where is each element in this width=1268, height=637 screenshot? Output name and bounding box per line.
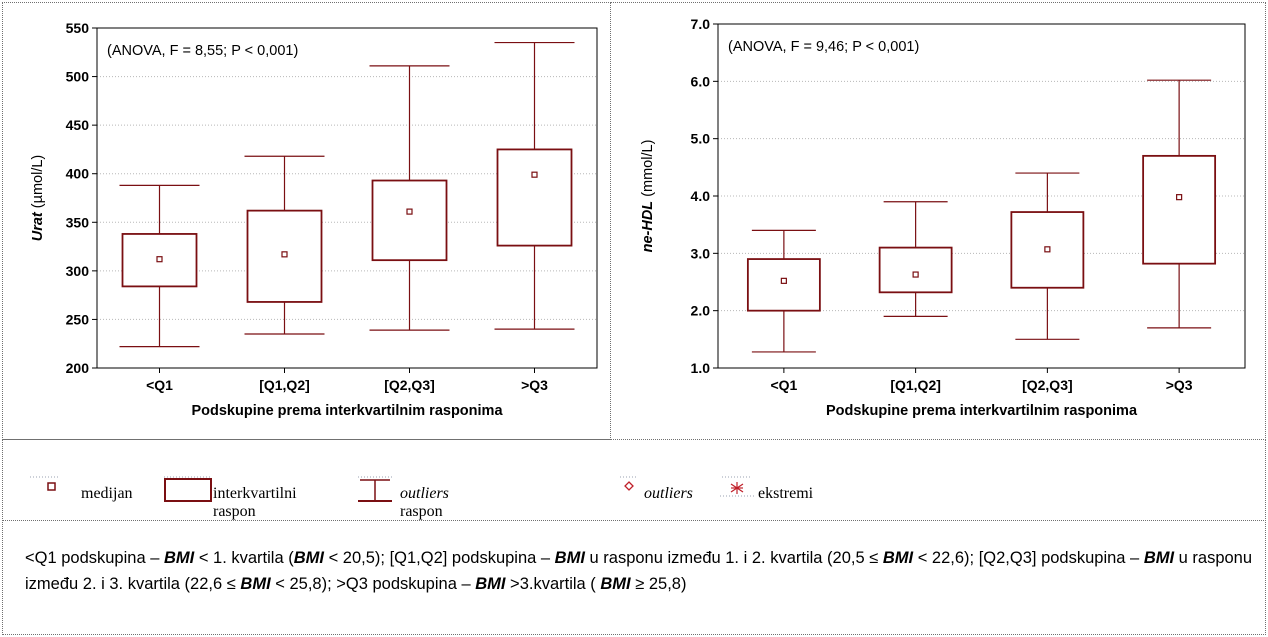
nehdl-median-marker [780,277,787,284]
urat-ytick-label: 350 [66,214,90,230]
urat-median-marker [156,256,163,263]
note-bmi: BMI [293,549,324,567]
nehdl-x-axis-label: Podskupine prema interkvartilnim rasponi… [826,403,1138,419]
legend-median-label: medijan [81,485,133,502]
nehdl-ytick-label: 3.0 [691,245,711,261]
legend-extremes-label: ekstremi [758,485,814,502]
nehdl-xtick-label: >Q3 [1166,377,1193,393]
urat-xtick-label: >Q3 [521,377,548,393]
nehdl-median-marker [1176,194,1183,201]
note-bmi: BMI [882,549,914,567]
urat-median-marker [281,251,288,258]
nehdl-iqr-box [1142,154,1217,265]
urat-ytick-label: 200 [66,360,90,376]
iqr-box-icon [164,478,212,502]
urat-xtick-label: [Q2,Q3] [384,377,435,393]
urat-x-axis-label: Podskupine prema interkvartilnim rasponi… [191,403,503,419]
note-bmi: BMI [600,575,631,593]
nehdl-xtick-label: [Q2,Q3] [1022,377,1073,393]
urat-ytick-label: 500 [66,69,90,85]
note-text: u rasponu između 2. i 3. kvartila (22,6 … [25,549,1253,593]
urat-y-axis-label: Urat (µmol/L) [30,155,46,242]
nehdl-y-axis-label: ne-HDL (mmol/L) [640,140,656,253]
note-bmi: BMI [163,549,195,567]
urat-anova-annotation: (ANOVA, F = 8,55; P < 0,001) [107,43,298,59]
nehdl-iqr-box [746,258,821,312]
nehdl-iqr-box [878,246,953,294]
note-bmi: BMI [475,575,506,593]
urat-median-marker [406,208,413,215]
legend-outliers-label: outliers [644,485,693,502]
nehdl-y-axis-label-unit: (mmol/L) [640,140,656,201]
urat-iqr-box [496,148,573,247]
nehdl-iqr-box [1010,211,1085,289]
legend-outliers-range-rest: raspon [400,503,443,520]
urat-ytick-label: 550 [66,20,90,36]
legend-outliers-range-label: outliers raspon [400,485,449,521]
note-text: u rasponu između 1. i 2. kvartila (20,5 … [584,549,883,567]
nehdl-ytick-label: 2.0 [691,303,711,319]
urat-plot-frame [96,27,598,369]
urat-ytick-label: 250 [66,311,90,327]
nehdl-ytick-label: 1.0 [691,360,711,376]
note-text: < 20,5); [Q1,Q2] podskupina – [323,549,555,567]
nehdl-xtick-label: <Q1 [770,377,797,393]
urat-ytick-label: 400 [66,166,90,182]
note-text: < 1. kvartila ( [194,549,294,567]
nehdl-median-marker [1044,246,1051,253]
urat-xtick-label: <Q1 [146,377,173,393]
note-bmi: BMI [1143,549,1175,567]
nehdl-ytick-label: 5.0 [691,131,711,147]
urat-xtick-label: [Q1,Q2] [259,377,310,393]
extremes-asterisk-icon [730,482,744,494]
nehdl-ytick-label: 4.0 [691,188,711,204]
footnote: <Q1 podskupina – BMI < 1. kvartila (BMI … [25,545,1260,597]
urat-ytick-label: 300 [66,263,90,279]
legend-symbols [30,476,754,502]
median-symbol-icon [47,482,56,491]
nehdl-median-marker [912,271,919,278]
legend-outliers-range-italic: outliers [400,485,449,502]
urat-y-axis-label-unit: (µmol/L) [30,155,46,213]
urat-y-axis-label-var: Urat [30,211,46,241]
legend-iqr-label: interkvartilni raspon [213,485,297,520]
nehdl-anova-annotation: (ANOVA, F = 9,46; P < 0,001) [728,39,919,55]
urat-ytick-label: 450 [66,117,90,133]
urat-iqr-box [371,179,448,262]
note-bmi: BMI [554,549,585,567]
note-text: ≥ 25,8) [630,575,687,593]
urat-median-marker [531,171,538,178]
nehdl-box-chart: 1.0 2.0 3.0 4.0 5.0 6.0 7.0 <Q1 [Q1,Q2] [Q2,Q3] >Q… [640,16,1246,419]
nehdl-xtick-label: [Q1,Q2] [890,377,941,393]
note-text: >3.kvartila ( [505,575,601,593]
nehdl-ytick-label: 7.0 [691,16,711,32]
outlier-diamond-icon [624,481,634,491]
note-panel [2,520,1266,635]
note-text: <Q1 podskupina – [25,549,164,567]
note-text: < 25,8); >Q3 podskupina – [270,575,476,593]
note-bmi: BMI [240,575,271,593]
nehdl-y-axis-label-var: ne-HDL [640,201,656,253]
urat-iqr-box [121,233,198,288]
urat-box-chart: 200 250 300 350 400 450 500 550 <Q1 [Q1,Q2] [Q2,Q3… [30,20,598,419]
note-text: < 22,6); [Q2,Q3] podskupina – [913,549,1144,567]
nehdl-ytick-label: 6.0 [691,73,711,89]
nehdl-plot-frame [717,23,1246,369]
